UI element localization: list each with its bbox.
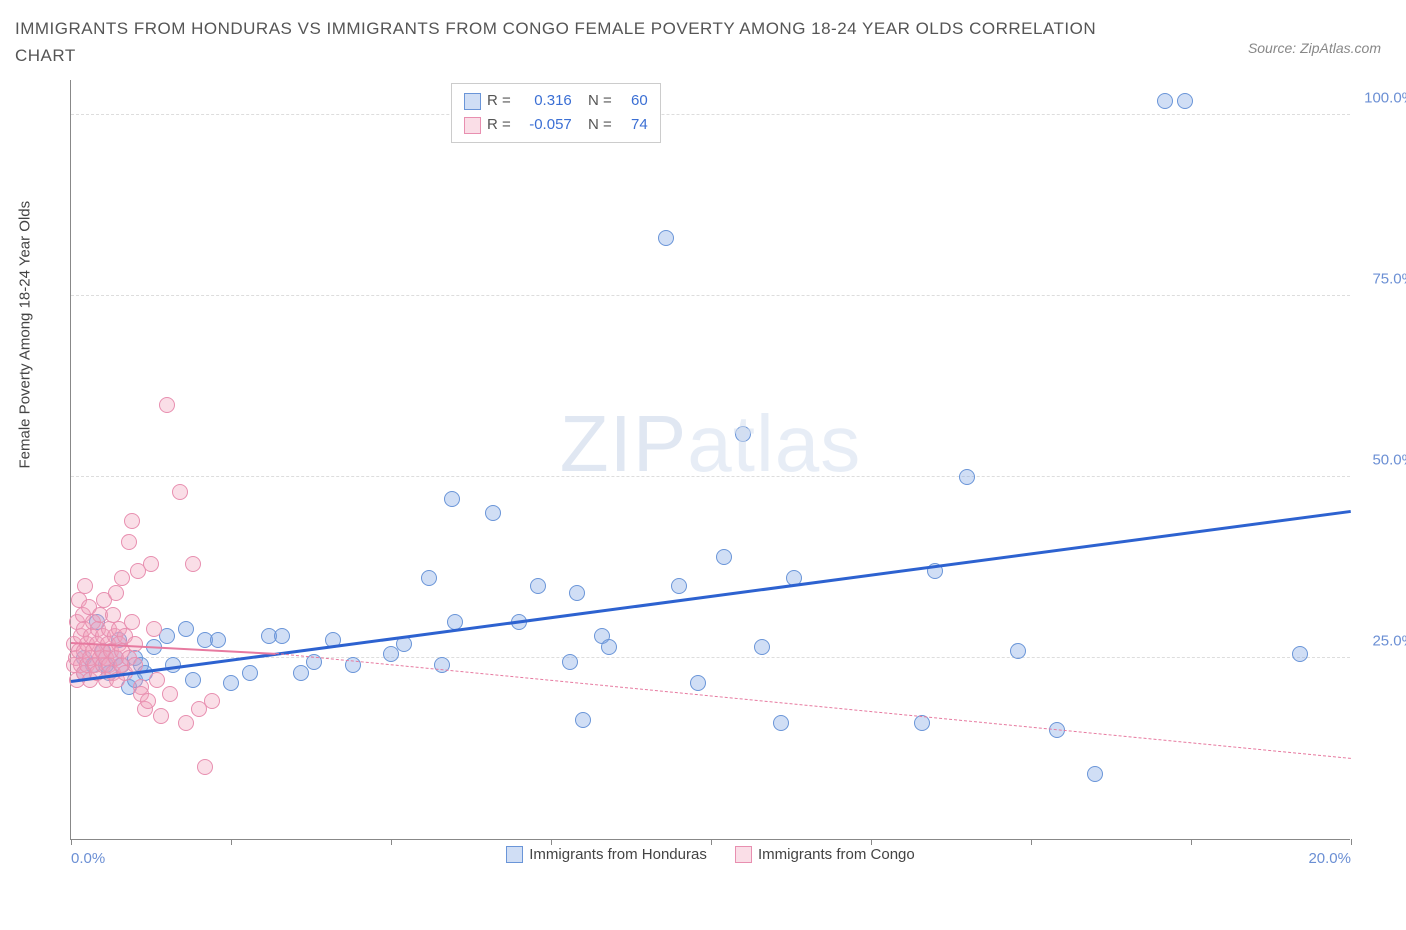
watermark-atlas: atlas xyxy=(687,399,861,488)
r-label: R = xyxy=(487,89,511,113)
xtick xyxy=(1351,839,1352,845)
data-point xyxy=(421,570,437,586)
data-point xyxy=(601,639,617,655)
data-point xyxy=(1292,646,1308,662)
legend-item-honduras: Immigrants from Honduras xyxy=(506,846,707,863)
data-point xyxy=(671,578,687,594)
chart-title: IMMIGRANTS FROM HONDURAS VS IMMIGRANTS F… xyxy=(15,15,1115,69)
legend-label-honduras: Immigrants from Honduras xyxy=(529,846,707,863)
data-point xyxy=(185,672,201,688)
legend-row-congo: R = -0.057 N = 74 xyxy=(464,113,648,137)
data-point xyxy=(124,513,140,529)
data-point xyxy=(242,665,258,681)
data-point xyxy=(140,693,156,709)
legend-label-congo: Immigrants from Congo xyxy=(758,846,915,863)
ytick-label: 75.0% xyxy=(1372,271,1406,288)
gridline xyxy=(71,476,1350,477)
xtick xyxy=(1031,839,1032,845)
data-point xyxy=(716,549,732,565)
data-point xyxy=(121,534,137,550)
data-point xyxy=(77,578,93,594)
data-point xyxy=(562,654,578,670)
data-point xyxy=(149,672,165,688)
data-point xyxy=(485,505,501,521)
xtick xyxy=(871,839,872,845)
data-point xyxy=(1010,643,1026,659)
source-label: Source: ZipAtlas.com xyxy=(1248,40,1381,56)
data-point xyxy=(444,491,460,507)
data-point xyxy=(146,621,162,637)
data-point xyxy=(159,397,175,413)
data-point xyxy=(658,230,674,246)
data-point xyxy=(569,585,585,601)
xtick xyxy=(551,839,552,845)
data-point xyxy=(434,657,450,673)
data-point xyxy=(210,632,226,648)
data-point xyxy=(114,570,130,586)
data-point xyxy=(185,556,201,572)
y-axis-label: Female Poverty Among 18-24 Year Olds xyxy=(17,201,34,469)
xtick xyxy=(1191,839,1192,845)
n-label: N = xyxy=(588,113,612,137)
legend-item-congo: Immigrants from Congo xyxy=(735,846,915,863)
ytick-label: 50.0% xyxy=(1372,452,1406,469)
watermark-zip: ZIP xyxy=(560,399,687,488)
data-point xyxy=(735,426,751,442)
data-point xyxy=(690,675,706,691)
data-point xyxy=(959,469,975,485)
data-point xyxy=(530,578,546,594)
chart-area: Female Poverty Among 18-24 Year Olds ZIP… xyxy=(50,80,1380,870)
trend-line xyxy=(276,653,1351,759)
plot-region: ZIPatlas R = 0.316 N = 60 R = -0.057 N =… xyxy=(70,80,1350,840)
xtick-label: 0.0% xyxy=(71,850,105,867)
data-point xyxy=(124,614,140,630)
swatch-congo xyxy=(464,117,481,134)
data-point xyxy=(575,712,591,728)
xtick xyxy=(71,839,72,845)
data-point xyxy=(172,484,188,500)
xtick xyxy=(391,839,392,845)
r-value-congo: -0.057 xyxy=(517,113,572,137)
n-value-congo: 74 xyxy=(618,113,648,137)
data-point xyxy=(197,759,213,775)
xtick xyxy=(231,839,232,845)
data-point xyxy=(204,693,220,709)
xtick xyxy=(711,839,712,845)
data-point xyxy=(143,556,159,572)
n-value-honduras: 60 xyxy=(618,89,648,113)
data-point xyxy=(162,686,178,702)
data-point xyxy=(223,675,239,691)
data-point xyxy=(178,715,194,731)
xtick-label: 20.0% xyxy=(1308,850,1351,867)
data-point xyxy=(383,646,399,662)
legend-row-honduras: R = 0.316 N = 60 xyxy=(464,89,648,113)
ytick-label: 25.0% xyxy=(1372,633,1406,650)
data-point xyxy=(1157,93,1173,109)
swatch-congo xyxy=(735,846,752,863)
data-point xyxy=(293,665,309,681)
correlation-legend: R = 0.316 N = 60 R = -0.057 N = 74 xyxy=(451,83,661,143)
n-label: N = xyxy=(588,89,612,113)
gridline xyxy=(71,295,1350,296)
data-point xyxy=(1087,766,1103,782)
series-legend: Immigrants from Honduras Immigrants from… xyxy=(71,846,1350,867)
data-point xyxy=(178,621,194,637)
data-point xyxy=(153,708,169,724)
r-value-honduras: 0.316 xyxy=(517,89,572,113)
data-point xyxy=(754,639,770,655)
data-point xyxy=(773,715,789,731)
swatch-honduras xyxy=(464,93,481,110)
ytick-label: 100.0% xyxy=(1364,90,1406,107)
data-point xyxy=(274,628,290,644)
r-label: R = xyxy=(487,113,511,137)
data-point xyxy=(108,585,124,601)
gridline xyxy=(71,114,1350,115)
swatch-honduras xyxy=(506,846,523,863)
data-point xyxy=(1177,93,1193,109)
data-point xyxy=(127,636,143,652)
